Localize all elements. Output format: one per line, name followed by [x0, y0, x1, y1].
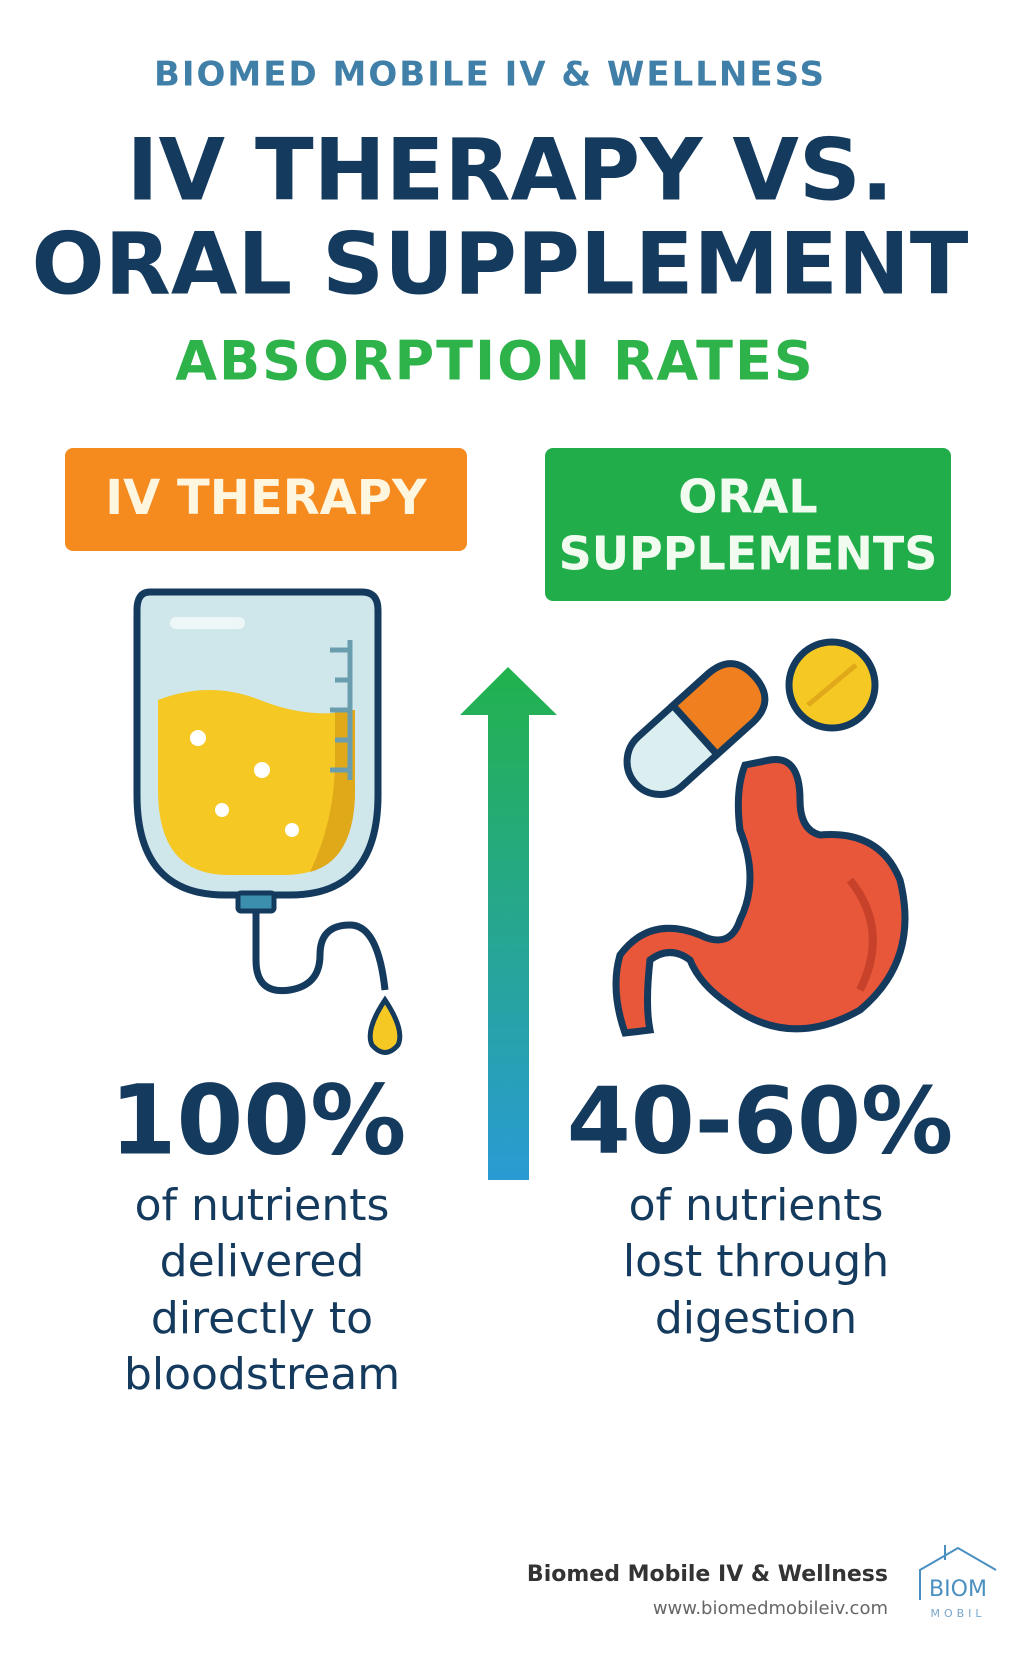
footer-url: www.biomedmobileiv.com: [653, 1598, 888, 1619]
iv-description: bloodstream: [124, 1349, 400, 1400]
iv-label: IV THERAPY: [105, 470, 428, 526]
iv-stat: 100%: [110, 1064, 407, 1176]
iv-description: of nutrients: [135, 1180, 390, 1231]
iv-description: directly to: [151, 1293, 373, 1344]
oral-description: of nutrients: [629, 1180, 884, 1231]
footer-name: Biomed Mobile IV & Wellness: [527, 1562, 888, 1587]
oral-description: lost through: [623, 1236, 889, 1287]
oral-label: SUPPLEMENTS: [559, 527, 938, 581]
title-line: ORAL SUPPLEMENT: [32, 214, 969, 314]
iv-bag-icon: [133, 588, 403, 1055]
oral-label-box: [545, 448, 951, 601]
oral-stat: 40-60%: [567, 1067, 953, 1174]
up-arrow: [460, 667, 557, 1180]
logo-text: BIOM: [929, 1577, 987, 1602]
subtitle: ABSORPTION RATES: [175, 330, 815, 393]
supplement-icon: [612, 638, 909, 1037]
oral-label: ORAL: [678, 470, 817, 524]
logo: BIOM MOBIL: [919, 1545, 997, 1620]
brand: BIOMED MOBILE IV & WELLNESS: [154, 55, 826, 95]
logo-text: MOBIL: [930, 1607, 985, 1620]
iv-label-box: [65, 448, 467, 551]
oral-description: digestion: [655, 1293, 857, 1344]
title-line: IV THERAPY VS.: [126, 120, 893, 220]
iv-description: delivered: [160, 1236, 365, 1287]
